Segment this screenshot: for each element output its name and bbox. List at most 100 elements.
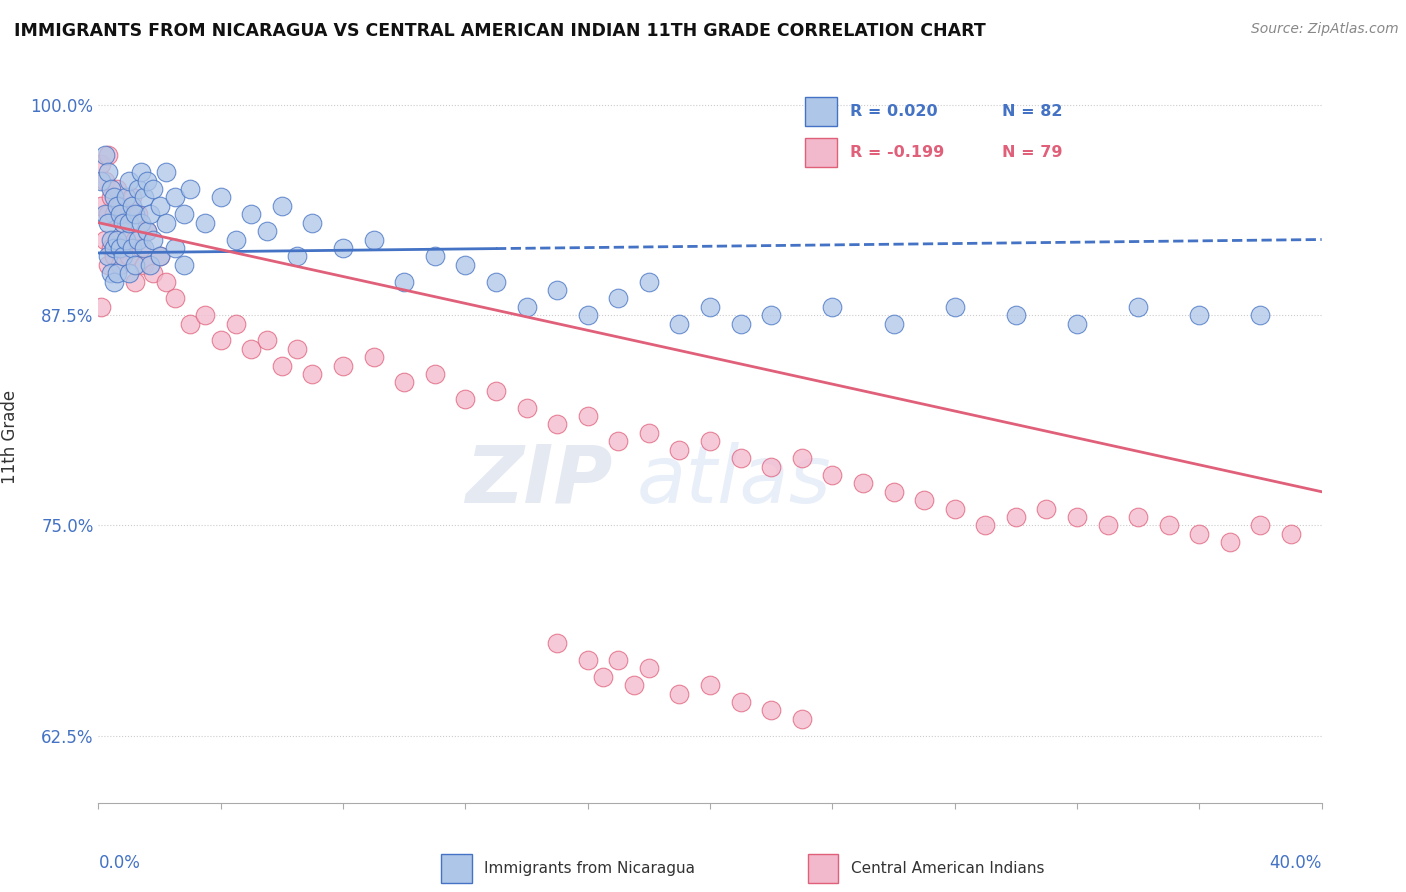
Point bbox=[1249, 518, 1271, 533]
Point bbox=[155, 165, 177, 179]
Point bbox=[108, 207, 131, 221]
Point bbox=[454, 392, 477, 407]
Point bbox=[576, 653, 599, 667]
Point bbox=[607, 434, 630, 449]
Point bbox=[943, 300, 966, 314]
Point bbox=[111, 216, 134, 230]
Point bbox=[149, 249, 172, 263]
Point bbox=[1188, 308, 1211, 322]
Point bbox=[209, 190, 232, 204]
Point bbox=[118, 266, 141, 280]
Point bbox=[485, 275, 508, 289]
Point bbox=[332, 241, 354, 255]
Point bbox=[699, 300, 721, 314]
Text: IMMIGRANTS FROM NICARAGUA VS CENTRAL AMERICAN INDIAN 11TH GRADE CORRELATION CHAR: IMMIGRANTS FROM NICARAGUA VS CENTRAL AME… bbox=[14, 22, 986, 40]
Point bbox=[668, 686, 690, 700]
Point bbox=[637, 275, 661, 289]
Text: ZIP: ZIP bbox=[465, 442, 612, 520]
Point bbox=[93, 207, 115, 221]
Point bbox=[668, 442, 690, 457]
Point bbox=[1035, 501, 1057, 516]
Point bbox=[129, 216, 152, 230]
Point bbox=[225, 317, 247, 331]
Point bbox=[759, 703, 782, 717]
Point bbox=[974, 518, 997, 533]
Point bbox=[668, 317, 690, 331]
Point bbox=[240, 342, 263, 356]
Point bbox=[179, 182, 201, 196]
Point bbox=[1128, 300, 1150, 314]
Point bbox=[576, 308, 599, 322]
Point bbox=[1279, 526, 1302, 541]
Point bbox=[852, 476, 875, 491]
Text: Immigrants from Nicaragua: Immigrants from Nicaragua bbox=[484, 861, 695, 876]
Point bbox=[136, 224, 159, 238]
Point bbox=[256, 224, 278, 238]
Point bbox=[883, 484, 905, 499]
Point bbox=[108, 258, 131, 272]
Point bbox=[623, 678, 645, 692]
Point bbox=[118, 249, 141, 263]
Point bbox=[699, 678, 721, 692]
Point bbox=[136, 224, 159, 238]
Point bbox=[118, 216, 141, 230]
Text: 40.0%: 40.0% bbox=[1270, 854, 1322, 872]
Point bbox=[256, 334, 278, 348]
Point bbox=[943, 501, 966, 516]
Point bbox=[1066, 317, 1088, 331]
Point bbox=[93, 148, 115, 162]
Point bbox=[363, 233, 385, 247]
Point bbox=[97, 216, 120, 230]
Point bbox=[194, 216, 217, 230]
Point bbox=[103, 275, 125, 289]
Point bbox=[699, 434, 721, 449]
Point bbox=[100, 233, 122, 247]
Point bbox=[93, 233, 115, 247]
Point bbox=[155, 275, 177, 289]
Point bbox=[821, 467, 844, 482]
Point bbox=[759, 308, 782, 322]
Point bbox=[1157, 518, 1180, 533]
Point bbox=[97, 148, 120, 162]
Point bbox=[115, 190, 138, 204]
Point bbox=[103, 207, 125, 221]
Point bbox=[100, 241, 122, 255]
Point bbox=[607, 653, 630, 667]
Point bbox=[142, 266, 165, 280]
Point bbox=[163, 291, 186, 305]
Point bbox=[124, 233, 146, 247]
Point bbox=[149, 199, 172, 213]
Point bbox=[100, 182, 122, 196]
Point bbox=[163, 190, 186, 204]
Point bbox=[546, 417, 568, 432]
Point bbox=[730, 695, 752, 709]
Point bbox=[103, 249, 125, 263]
Point bbox=[546, 283, 568, 297]
Point bbox=[97, 258, 120, 272]
Point bbox=[270, 199, 292, 213]
Point bbox=[1004, 510, 1026, 524]
Point bbox=[90, 157, 112, 171]
Point bbox=[111, 241, 134, 255]
Point bbox=[790, 451, 813, 466]
Point bbox=[97, 207, 120, 221]
Point bbox=[790, 712, 813, 726]
Point bbox=[108, 199, 131, 213]
Point bbox=[546, 636, 568, 650]
Point bbox=[111, 249, 134, 263]
Point bbox=[105, 266, 128, 280]
Point bbox=[516, 401, 538, 415]
Bar bbox=[808, 854, 838, 883]
Point bbox=[129, 165, 152, 179]
Point bbox=[576, 409, 599, 423]
Point bbox=[1219, 535, 1241, 549]
Point bbox=[285, 342, 308, 356]
Point bbox=[1249, 308, 1271, 322]
Point bbox=[332, 359, 354, 373]
Point bbox=[90, 174, 112, 188]
Text: atlas: atlas bbox=[637, 442, 831, 520]
Point bbox=[173, 207, 195, 221]
Point bbox=[105, 199, 128, 213]
Point bbox=[100, 266, 122, 280]
Text: Central American Indians: Central American Indians bbox=[851, 861, 1045, 876]
